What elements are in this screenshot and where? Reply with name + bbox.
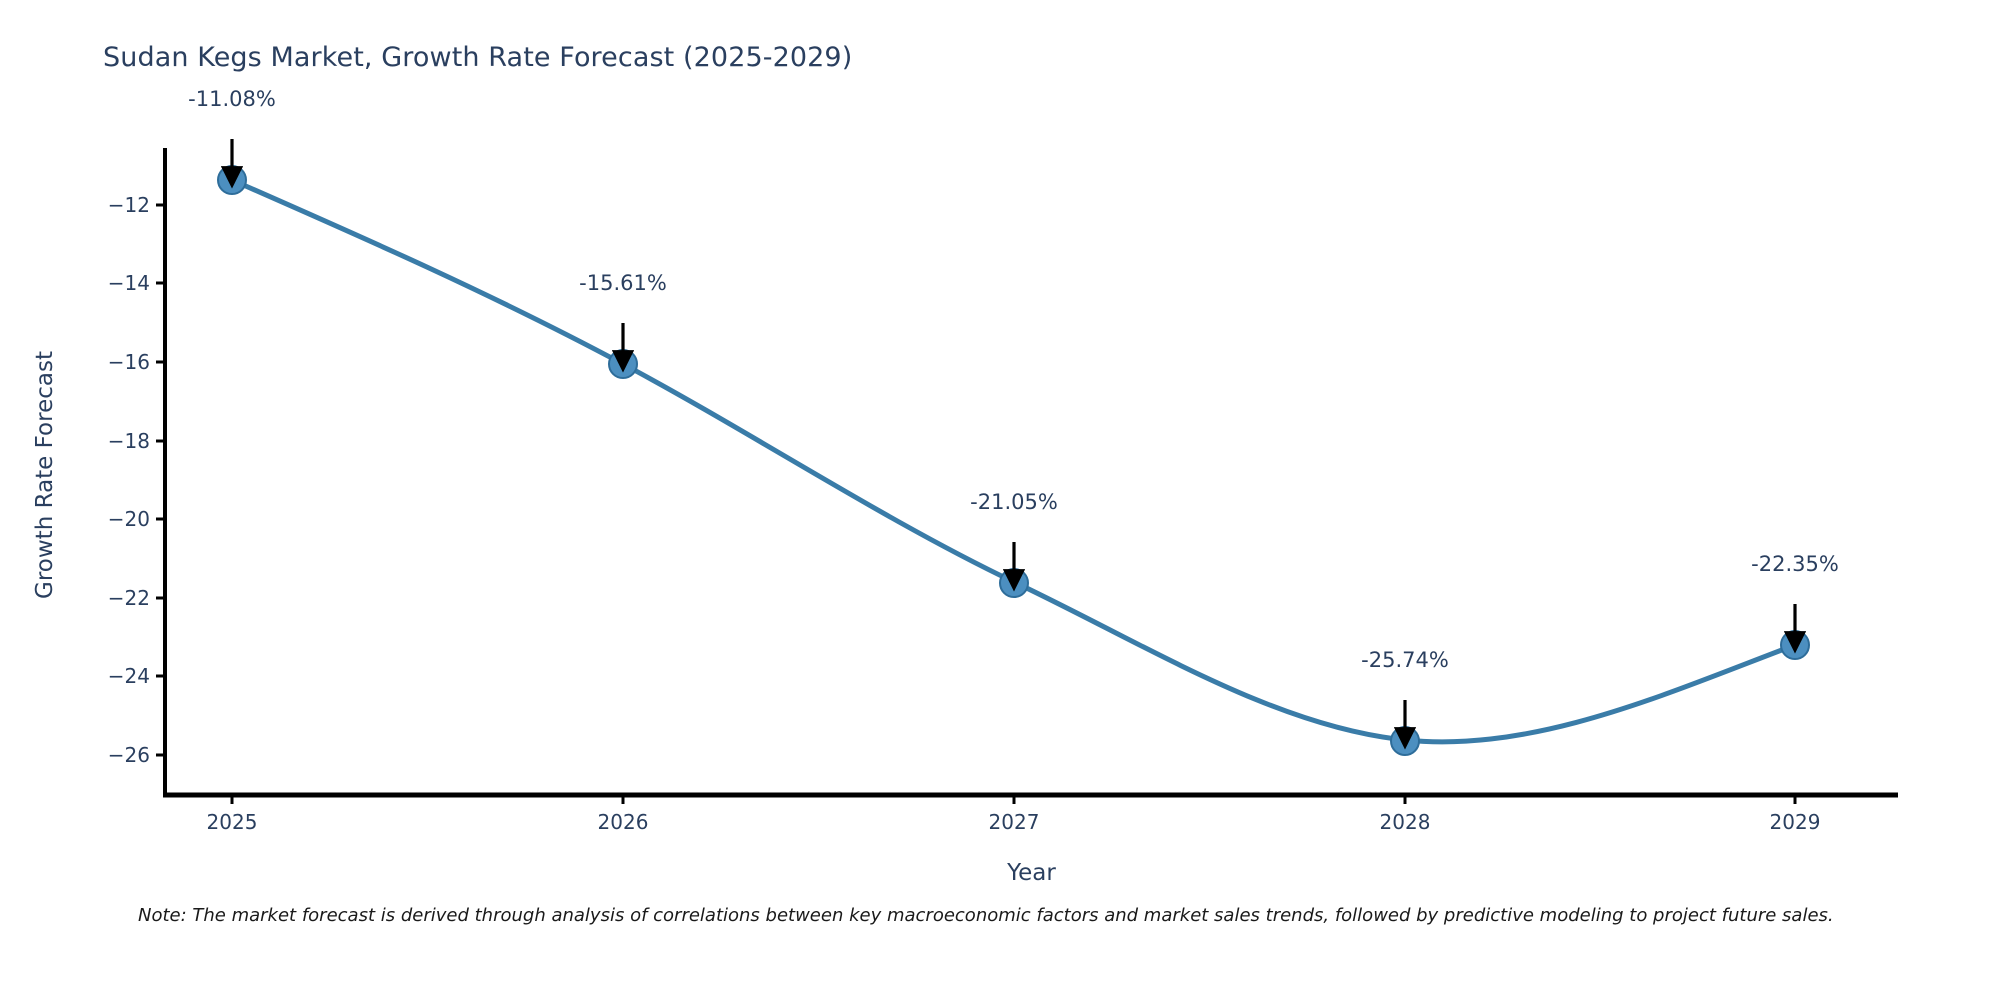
y-tick-label: −14 — [107, 271, 150, 295]
y-tick-label: −16 — [107, 350, 150, 374]
footnote-note: Note: The market forecast is derived thr… — [138, 905, 1834, 926]
data-point-marker[interactable] — [608, 349, 638, 379]
y-tick-label: −26 — [107, 743, 150, 767]
data-point-label: -11.08% — [188, 87, 276, 111]
x-tick-label: 2025 — [206, 810, 258, 834]
y-tick-label: −22 — [107, 586, 150, 610]
y-axis-ticks — [156, 203, 165, 757]
y-tick-label: −24 — [107, 664, 150, 688]
x-tick-label: 2027 — [988, 810, 1040, 834]
annotation-arrows — [220, 139, 1807, 750]
x-tick-label: 2029 — [1769, 810, 1821, 834]
data-point-label: -25.74% — [1361, 648, 1449, 672]
page-title: Sudan Kegs Market, Growth Rate Forecast … — [103, 42, 853, 73]
y-axis-tick-labels: −12 −14 −16 −18 −20 −22 −24 −26 — [45, 0, 150, 1000]
data-point-label: -15.61% — [579, 271, 667, 295]
y-tick-label: −18 — [107, 429, 150, 453]
data-point-marker[interactable] — [217, 165, 247, 195]
y-tick-label: −20 — [107, 507, 150, 531]
x-axis-ticks — [230, 795, 1797, 804]
data-point-marker[interactable] — [1780, 630, 1810, 660]
data-point-label: -22.35% — [1751, 552, 1839, 576]
line-series-growth-rate — [229, 177, 1798, 745]
data-point-markers[interactable] — [217, 165, 1810, 756]
data-point-label: -21.05% — [970, 490, 1058, 514]
x-axis-label: Year — [1007, 860, 1056, 886]
data-point-marker[interactable] — [999, 568, 1029, 598]
x-tick-label: 2028 — [1379, 810, 1431, 834]
data-point-marker[interactable] — [1390, 726, 1420, 756]
x-tick-label: 2026 — [597, 810, 649, 834]
y-tick-label: −12 — [107, 193, 150, 217]
